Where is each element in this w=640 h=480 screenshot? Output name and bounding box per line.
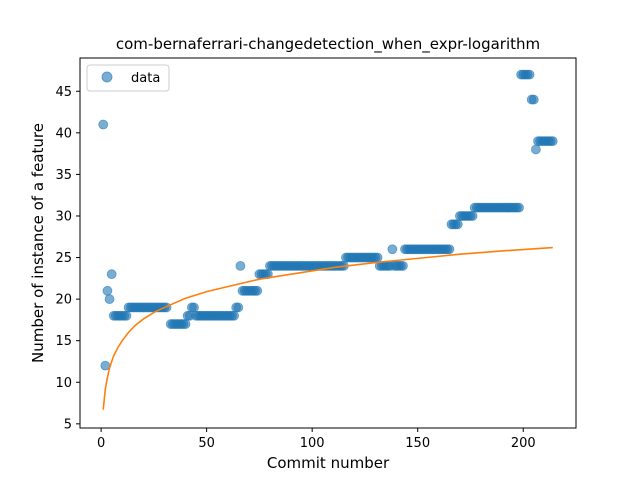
data-point (233, 302, 244, 313)
x-tick-label: 50 (198, 436, 215, 451)
data-point (444, 244, 455, 255)
data-point (229, 310, 239, 321)
data-point (189, 302, 199, 313)
data-point (528, 94, 539, 105)
legend-label-data: data (131, 71, 160, 86)
y-tick-label: 25 (55, 251, 72, 266)
x-tick-label: 100 (300, 436, 325, 451)
y-tick-label: 10 (55, 376, 72, 391)
y-tick-label: 30 (55, 209, 72, 224)
plot-area (98, 69, 558, 410)
y-tick-label: 5 (64, 417, 72, 432)
data-point (387, 244, 398, 255)
data-point (235, 260, 246, 271)
data-point (252, 285, 263, 296)
data-point (372, 252, 383, 263)
x-tick-label: 0 (97, 436, 105, 451)
data-point (524, 69, 535, 80)
y-axis-label: Number of instance of a feature (29, 123, 47, 363)
legend-marker-data (101, 71, 113, 83)
data-point (121, 310, 132, 321)
y-tick-label: 20 (55, 293, 72, 308)
data-point (467, 211, 478, 221)
y-axis: 5 10 15 20 25 30 35 40 45 (55, 85, 80, 432)
data-point (102, 285, 113, 296)
data-point (398, 260, 408, 271)
data-point (98, 119, 109, 130)
y-tick-label: 45 (55, 85, 72, 100)
axes-frame (79, 57, 577, 429)
chart-title: com-bernaferrari-changedetection_when_ex… (116, 35, 540, 54)
x-axis-label: Commit number (267, 454, 390, 472)
data-point (452, 219, 463, 230)
x-tick-label: 150 (405, 436, 430, 451)
legend: data (86, 64, 170, 92)
y-tick-label: 15 (55, 334, 72, 349)
data-point (547, 136, 558, 147)
data-point (531, 144, 541, 155)
fit-line (102, 246, 553, 410)
data-point (180, 319, 191, 329)
data-point (100, 360, 111, 371)
data-point (104, 294, 115, 305)
x-tick-label: 200 (511, 436, 536, 451)
data-point (106, 269, 117, 280)
data-point (514, 202, 524, 213)
y-tick-label: 40 (55, 126, 72, 141)
x-axis: 0 50 100 150 200 (97, 428, 536, 451)
legend-box (86, 64, 170, 92)
y-tick-label: 35 (55, 168, 72, 183)
